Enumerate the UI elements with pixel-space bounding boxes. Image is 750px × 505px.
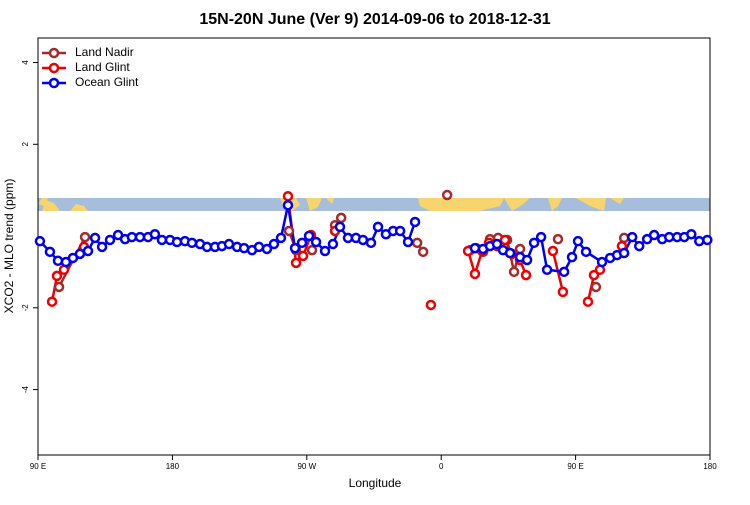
point: [46, 296, 58, 307]
point: [275, 232, 287, 244]
point: [282, 190, 294, 202]
plot-frame: [37, 37, 711, 456]
y-axis-label: XCO2 - MLO trend (ppm): [2, 179, 16, 314]
legend-label: Land Glint: [75, 60, 130, 74]
point: [223, 238, 235, 250]
point: [34, 235, 46, 247]
x-tick-label: 90 W: [297, 462, 316, 471]
point: [296, 237, 308, 249]
point: [104, 234, 116, 246]
point: [618, 247, 630, 259]
point: [558, 266, 570, 278]
x-tick-label: 0: [439, 462, 444, 471]
point: [156, 234, 168, 246]
point: [409, 216, 421, 228]
point: [633, 240, 645, 252]
point: [394, 225, 406, 237]
point: [566, 251, 578, 263]
point: [547, 245, 559, 257]
map-strip: [38, 198, 710, 211]
point: [290, 257, 302, 269]
x-tick-label: 90 E: [567, 462, 583, 471]
point: [96, 241, 108, 253]
point: [79, 231, 91, 243]
point: [282, 199, 294, 211]
x-tick-label: 180: [166, 462, 180, 471]
point: [521, 254, 533, 266]
point: [582, 296, 594, 307]
point: [648, 229, 660, 241]
point: [283, 225, 295, 237]
x-tick-label: 180: [703, 462, 717, 471]
y-tick-label: -2: [21, 304, 30, 312]
point: [572, 235, 584, 247]
point: [289, 242, 301, 254]
point: [686, 228, 697, 240]
y-tick-label: -4: [21, 385, 30, 393]
point: [514, 243, 526, 255]
y-tick-label: 2: [21, 142, 30, 147]
point: [303, 230, 315, 242]
legend-marker: [48, 62, 60, 74]
point: [504, 247, 516, 259]
x-tick-label: 90 E: [30, 462, 46, 471]
point: [310, 236, 322, 248]
legend-marker: [48, 77, 60, 89]
point: [365, 237, 377, 249]
series-line: [52, 196, 622, 301]
point: [319, 245, 331, 257]
point: [372, 221, 384, 233]
point: [149, 228, 161, 240]
legend-label: Land Nadir: [75, 45, 134, 59]
point: [535, 231, 547, 243]
point: [702, 234, 713, 246]
point: [53, 281, 65, 293]
point: [334, 221, 346, 233]
point: [508, 266, 520, 278]
point: [51, 270, 63, 282]
point: [541, 264, 553, 276]
legend-label: Ocean Glint: [75, 75, 139, 89]
point: [499, 234, 511, 246]
point: [186, 237, 198, 249]
legend-marker: [48, 47, 60, 59]
point: [626, 231, 638, 243]
point: [297, 250, 309, 262]
point: [335, 212, 347, 224]
point: [580, 246, 592, 258]
point: [327, 238, 339, 250]
point: [590, 281, 602, 293]
point: [357, 234, 369, 246]
point: [596, 256, 608, 268]
point: [402, 236, 414, 248]
point: [469, 242, 481, 254]
point: [528, 237, 540, 249]
point: [520, 269, 532, 281]
point: [469, 268, 481, 280]
point: [306, 244, 318, 256]
point: [134, 231, 146, 243]
point: [557, 286, 569, 298]
point: [126, 231, 138, 243]
point: [44, 246, 56, 258]
point: [261, 243, 273, 255]
point: [52, 255, 64, 267]
point: [417, 246, 429, 258]
chart-title: 15N-20N June (Ver 9) 2014-09-06 to 2018-…: [199, 11, 550, 28]
point: [441, 189, 453, 201]
point: [82, 245, 94, 257]
point: [618, 232, 630, 244]
point: [693, 235, 705, 247]
point: [411, 237, 423, 249]
point: [425, 299, 437, 311]
point: [268, 238, 280, 250]
point: [74, 248, 86, 260]
point: [89, 232, 101, 244]
y-tick-label: 4: [21, 60, 30, 65]
point: [491, 238, 503, 250]
x-axis-label: Longitude: [349, 476, 402, 490]
point: [552, 233, 564, 245]
